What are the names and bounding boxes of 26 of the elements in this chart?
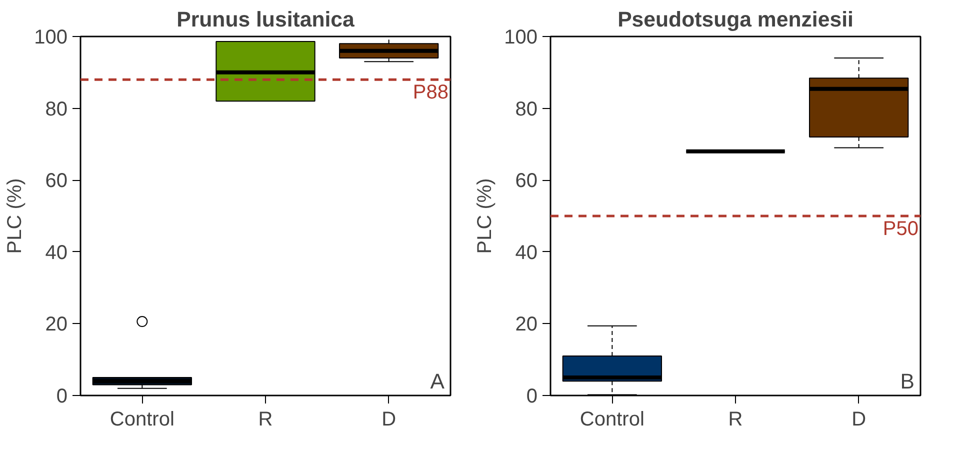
x-tick-label: Control	[110, 408, 174, 430]
y-tick-label: 80	[45, 98, 68, 120]
y-tick-label: 40	[45, 242, 68, 264]
x-tick-label: Control	[580, 408, 644, 430]
annotation: A	[430, 370, 446, 394]
y-tick-label: 0	[526, 386, 538, 408]
x-tick-label: R	[258, 408, 273, 430]
y-tick-label: 0	[56, 386, 68, 408]
y-tick-label: 40	[515, 242, 538, 264]
x-tick-label: R	[728, 408, 743, 430]
y-tick-label: 60	[515, 170, 538, 192]
y-tick-label: 20	[515, 314, 538, 336]
y-tick-label: 20	[45, 314, 68, 336]
y-axis-title: PLC (%)	[4, 178, 26, 254]
annotation: B	[900, 370, 915, 394]
x-tick-label: D	[382, 408, 396, 430]
ref-line-label: P88	[412, 82, 449, 104]
y-tick-label: 100	[34, 26, 68, 48]
y-axis-title: PLC (%)	[474, 178, 496, 254]
ref-line-label: P50	[882, 218, 919, 240]
y-tick-label: 100	[504, 26, 538, 48]
x-tick-label: D	[852, 408, 866, 430]
chart-title: Prunus lusitanica	[176, 8, 355, 32]
chart-title: Pseudotsuga menziesii	[618, 8, 854, 32]
y-tick-label: 80	[515, 98, 538, 120]
y-tick-label: 60	[45, 170, 68, 192]
